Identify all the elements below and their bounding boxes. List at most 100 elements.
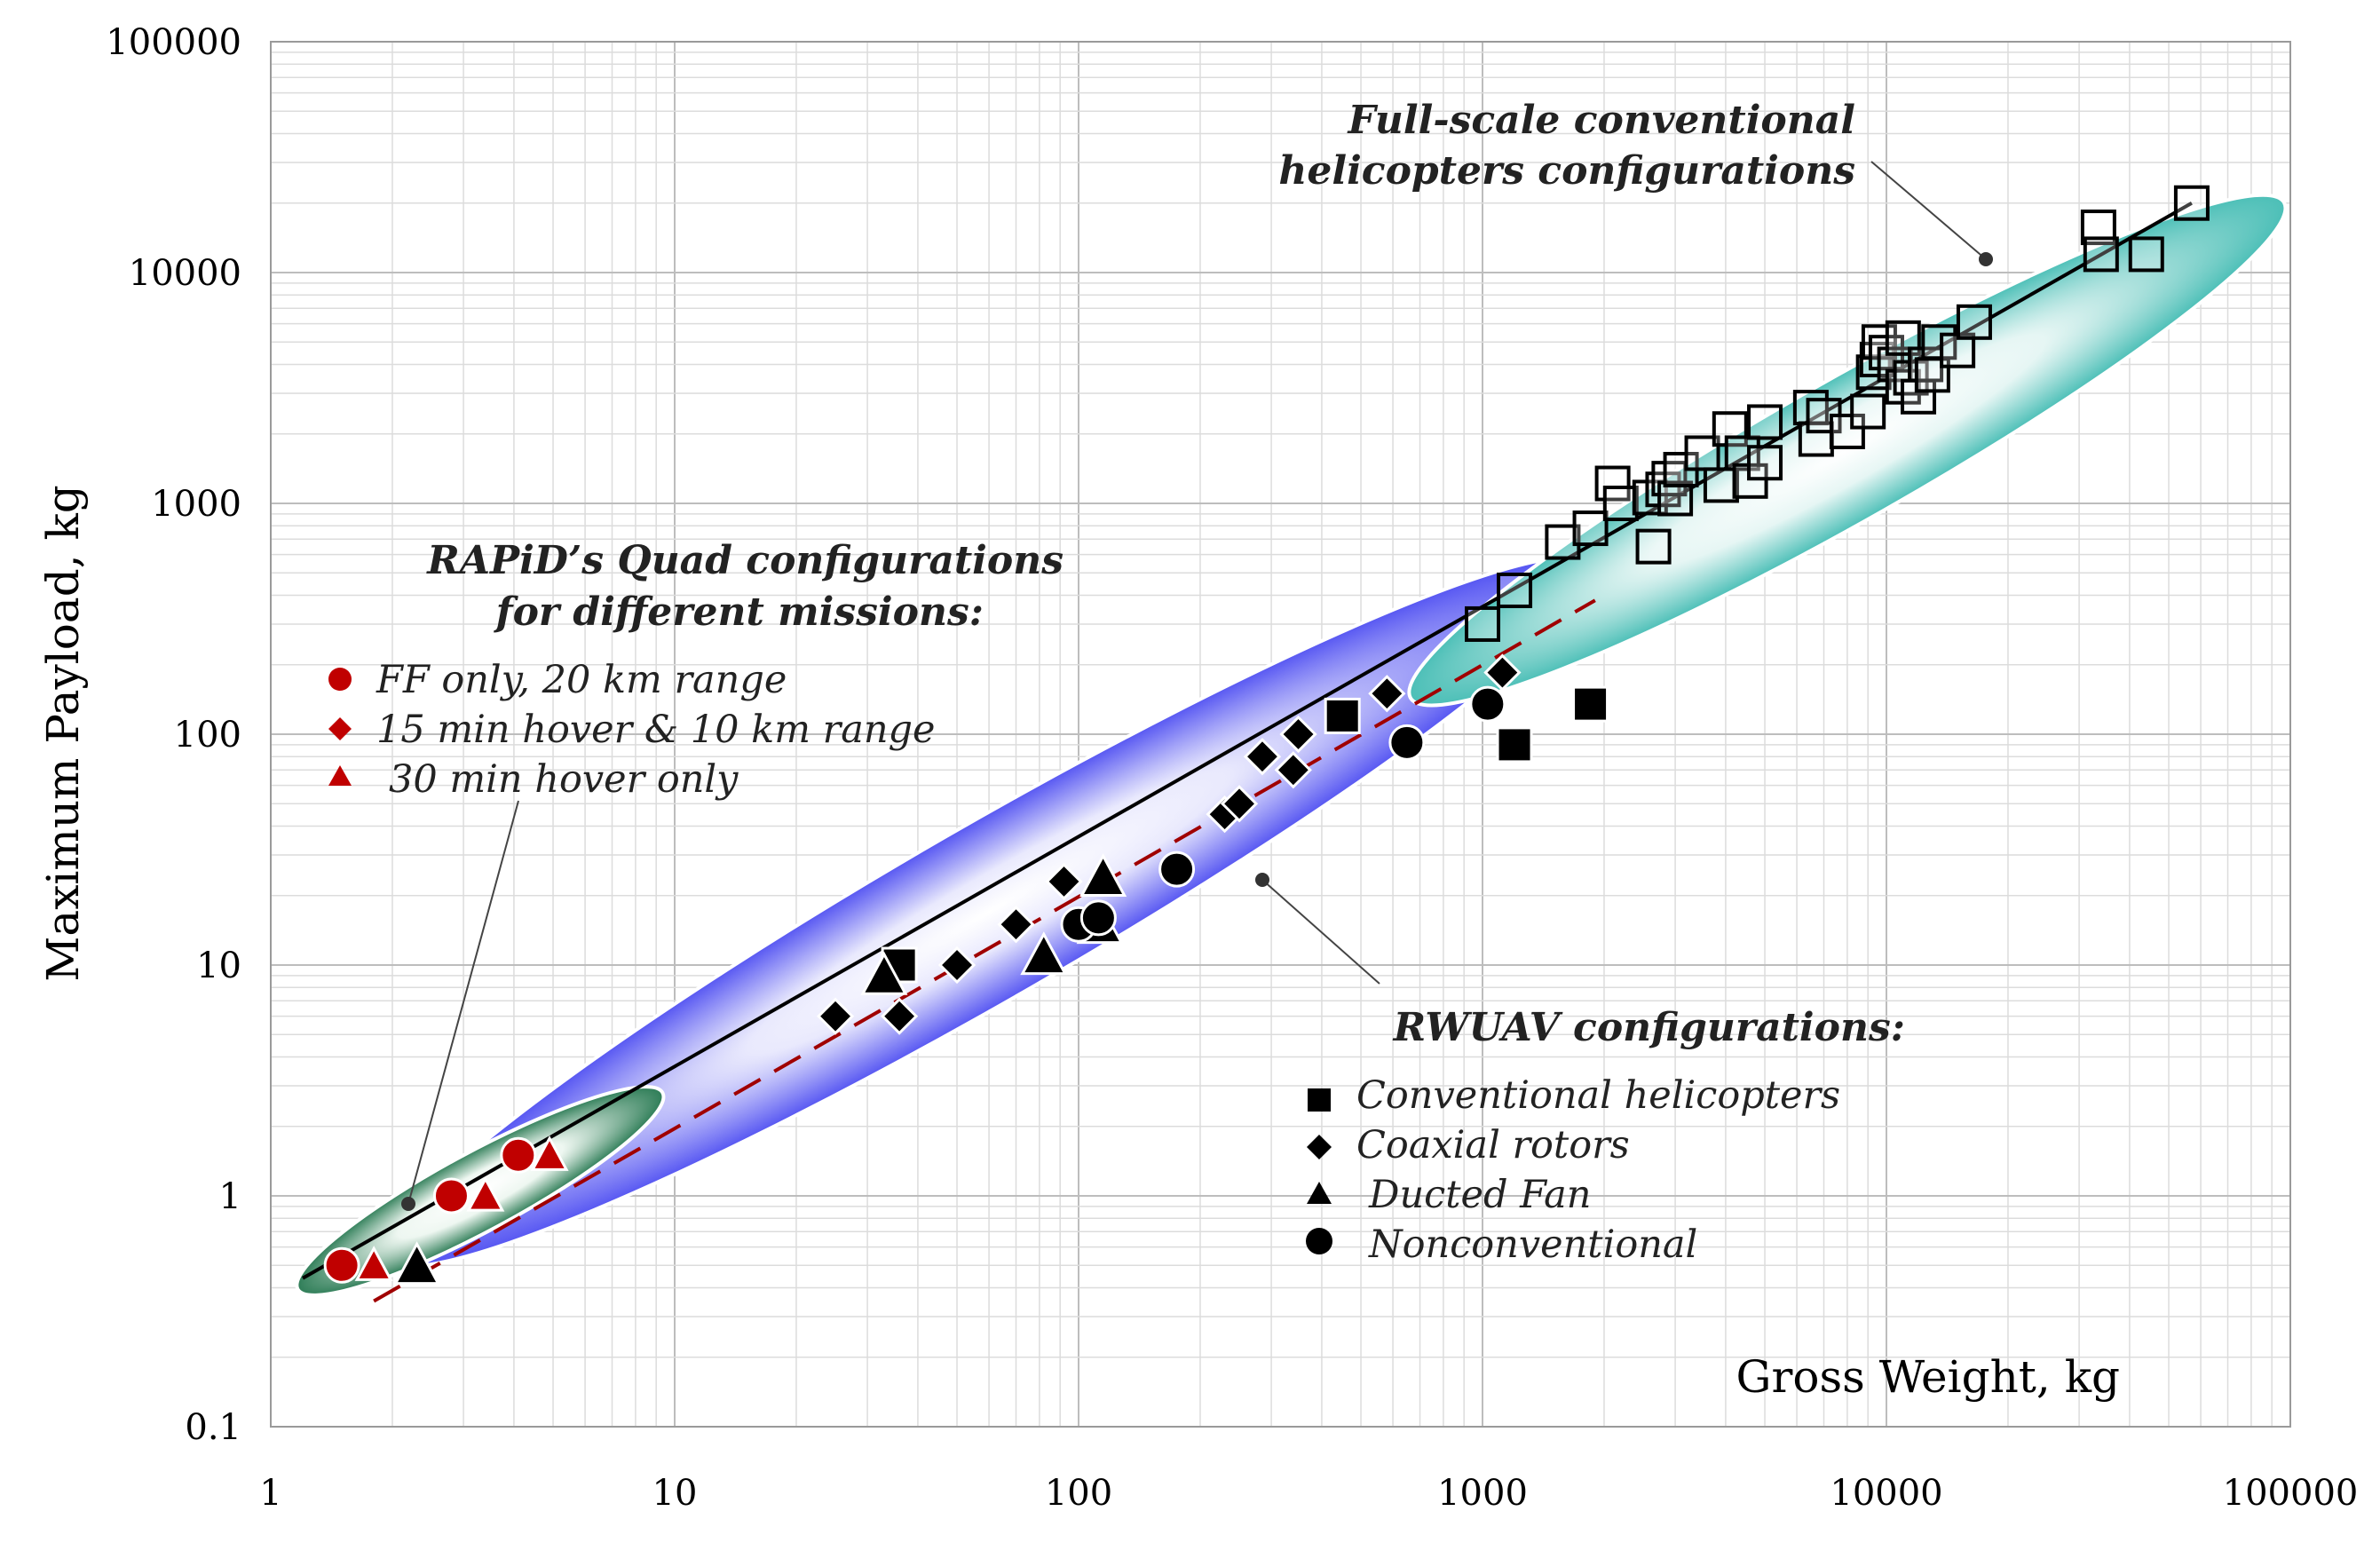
x-tick-label: 1000 xyxy=(1437,1473,1528,1514)
conventional-helicopters-point xyxy=(1572,685,1609,723)
coaxial-rotors-point xyxy=(1220,785,1259,823)
ducted-fan-point xyxy=(1079,852,1127,898)
rapid-30-min-hover-only-point xyxy=(530,1135,569,1171)
coaxial-rotors-point xyxy=(1368,675,1406,713)
rapid-legend-label-2: 15 min hover & 10 km range xyxy=(376,708,936,752)
rwuav-legend-circle-marker xyxy=(1306,1228,1332,1254)
region-full-scale-helicopters xyxy=(1407,193,2288,708)
full-scale-conventional-helicopters-point xyxy=(2083,236,2119,273)
x-tick-label: 100 xyxy=(1045,1473,1112,1514)
rwuav-legend-diamond-marker xyxy=(1307,1135,1332,1159)
rapid-leader xyxy=(407,800,519,1205)
axis-ticks: 1 10 100 1000 10000 100000 0.1 1 10 100 1000 10000 1… xyxy=(106,22,2358,1514)
full-scale-conventional-helicopters-point xyxy=(1850,393,1886,430)
x-tick-label: 10 xyxy=(652,1473,698,1514)
rwuav-legend-label-2: Coaxial rotors xyxy=(1356,1123,1630,1167)
rwuav-legend-label-4: Nonconventional xyxy=(1368,1223,1697,1267)
full-scale-conventional-helicopters-point xyxy=(1806,398,1842,434)
full-scale-conventional-helicopters-point xyxy=(1635,528,1672,565)
grid xyxy=(270,42,2290,1428)
full-scale-conventional-helicopters-point xyxy=(1747,445,1783,481)
fullscale-title-line2: helicopters configurations xyxy=(1278,148,1855,194)
rwuav-legend: Conventional helicopters Coaxial rotors … xyxy=(1306,1073,1840,1267)
rapid-30-min-hover-only-point xyxy=(354,1246,393,1281)
rapid-legend-label-3: 30 min hover only xyxy=(389,757,739,802)
y-tick-label: 10 xyxy=(196,946,241,986)
coaxial-rotors-point xyxy=(816,997,855,1035)
conventional-helicopters-point xyxy=(1324,697,1361,734)
full-scale-conventional-helicopters-point xyxy=(1747,404,1783,440)
x-tick-label: 1 xyxy=(259,1473,281,1514)
coaxial-rotors-point xyxy=(1483,653,1522,692)
y-tick-label: 100 xyxy=(174,715,241,756)
rwuav-legend-triangle-marker xyxy=(1307,1182,1332,1204)
x-tick-label: 100000 xyxy=(2223,1473,2359,1514)
rapid-title-line1: RAPiD’s Quad configurations xyxy=(425,538,1063,583)
y-tick-label: 100000 xyxy=(106,22,241,63)
rwuav-legend-label-3: Ducted Fan xyxy=(1368,1173,1591,1217)
full-scale-conventional-helicopters-point xyxy=(1657,480,1694,517)
trend-lines xyxy=(302,201,2193,1303)
coaxial-rotors-point xyxy=(1045,862,1083,901)
coaxial-rotors-point xyxy=(1243,738,1282,776)
rapid-legend: FF only, 20 km range 15 min hover & 10 k… xyxy=(328,658,936,802)
rapid-legend-label-1: FF only, 20 km range xyxy=(376,658,787,702)
y-tick-label: 1 xyxy=(219,1176,241,1217)
y-axis-title: Maximum Payload, kg xyxy=(37,485,89,982)
full-scale-conventional-helicopters-point xyxy=(2128,236,2164,273)
y-tick-label: 1000 xyxy=(151,484,241,525)
rapid-ff-only-20-km-range-point xyxy=(432,1177,470,1215)
nonconventional-point xyxy=(1469,685,1506,723)
full-scale-conventional-helicopters-point xyxy=(1829,413,1865,449)
rapid-legend-circle-marker xyxy=(328,668,352,691)
trend-line-solid xyxy=(302,201,2193,1280)
ducted-fan-point xyxy=(860,951,908,995)
full-scale-conventional-helicopters-point xyxy=(1594,465,1631,502)
rwuav-leader xyxy=(1261,879,1380,985)
full-scale-conventional-helicopters-point xyxy=(1956,304,1992,340)
fullscale-leader-dot xyxy=(1979,252,1993,266)
y-tick-label: 0.1 xyxy=(185,1407,241,1448)
rapid-30-min-hover-only-point xyxy=(466,1175,505,1212)
full-scale-conventional-helicopters-point xyxy=(1703,467,1739,503)
nonconventional-point xyxy=(1388,724,1426,761)
nonconventional-point xyxy=(1158,851,1196,888)
rwuav-leader-dot xyxy=(1255,873,1269,887)
trend-line-dashed xyxy=(373,598,1596,1303)
rapid-ff-only-20-km-range-point xyxy=(500,1136,537,1174)
rapid-title-line2: for different missions: xyxy=(494,590,984,635)
data-markers xyxy=(323,185,2210,1286)
x-tick-label: 10000 xyxy=(1830,1473,1942,1514)
coaxial-rotors-point xyxy=(1274,751,1312,789)
rwuav-title: RWUAV configurations: xyxy=(1392,1005,1905,1050)
y-tick-label: 10000 xyxy=(129,253,241,294)
rapid-ff-only-20-km-range-point xyxy=(323,1246,360,1284)
full-scale-conventional-helicopters-point xyxy=(1684,435,1720,471)
rapid-leader-dot xyxy=(401,1197,415,1211)
rwuav-legend-label-1: Conventional helicopters xyxy=(1356,1073,1840,1118)
full-scale-conventional-helicopters-point xyxy=(1712,411,1748,447)
full-scale-conventional-helicopters-point xyxy=(2173,185,2210,221)
rwuav-legend-square-marker xyxy=(1308,1088,1331,1112)
ducted-fan-point xyxy=(1020,931,1068,976)
full-scale-conventional-helicopters-point xyxy=(1572,510,1609,547)
nonconventional-point xyxy=(1079,899,1117,937)
full-scale-conventional-helicopters-point xyxy=(1921,324,1957,360)
coaxial-rotors-point xyxy=(880,997,919,1035)
full-scale-conventional-helicopters-point xyxy=(1602,486,1639,521)
coaxial-rotors-point xyxy=(937,946,977,985)
rapid-legend-triangle-marker xyxy=(328,765,352,786)
coaxial-rotors-point xyxy=(1279,715,1317,754)
full-scale-conventional-helicopters-point xyxy=(1497,572,1533,608)
ducted-fan-point xyxy=(393,1241,441,1286)
fullscale-title-line1: Full-scale conventional xyxy=(1346,98,1855,143)
full-scale-conventional-helicopters-point xyxy=(1465,605,1500,642)
x-axis-title: Gross Weight, kg xyxy=(1736,1351,2120,1403)
coaxial-rotors-point xyxy=(997,906,1035,944)
rapid-legend-diamond-marker xyxy=(328,717,352,740)
plot-frame xyxy=(270,41,2291,1428)
fullscale-leader xyxy=(1870,161,1987,260)
conventional-helicopters-point xyxy=(1496,726,1533,764)
full-scale-conventional-helicopters-point xyxy=(1651,461,1688,497)
